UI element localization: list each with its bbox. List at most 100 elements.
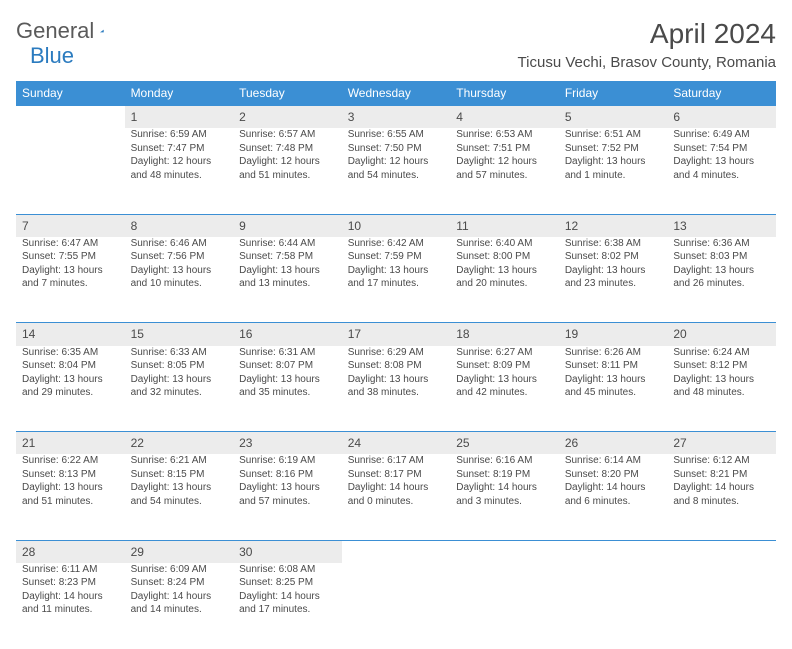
sunrise-text: Sunrise: 6:55 AM [348, 128, 445, 142]
day-number-cell: 28 [16, 540, 125, 563]
daylight-text: Daylight: 12 hours and 51 minutes. [239, 155, 336, 182]
sunset-text: Sunset: 8:08 PM [348, 359, 445, 373]
sunset-text: Sunset: 8:05 PM [131, 359, 228, 373]
sunrise-text: Sunrise: 6:46 AM [131, 237, 228, 251]
sunset-text: Sunset: 8:17 PM [348, 468, 445, 482]
sunrise-text: Sunrise: 6:17 AM [348, 454, 445, 468]
day-info-row: Sunrise: 6:47 AMSunset: 7:55 PMDaylight:… [16, 237, 776, 323]
sunset-text: Sunset: 8:11 PM [565, 359, 662, 373]
sunset-text: Sunset: 7:59 PM [348, 250, 445, 264]
day-number-cell [342, 540, 451, 563]
daylight-text: Daylight: 13 hours and 42 minutes. [456, 373, 553, 400]
daylight-text: Daylight: 13 hours and 57 minutes. [239, 481, 336, 508]
sunrise-text: Sunrise: 6:22 AM [22, 454, 119, 468]
daylight-text: Daylight: 13 hours and 38 minutes. [348, 373, 445, 400]
daylight-text: Daylight: 13 hours and 23 minutes. [565, 264, 662, 291]
day-number-row: 78910111213 [16, 214, 776, 237]
sunset-text: Sunset: 8:02 PM [565, 250, 662, 264]
sunrise-text: Sunrise: 6:11 AM [22, 563, 119, 577]
day-info-cell: Sunrise: 6:57 AMSunset: 7:48 PMDaylight:… [233, 128, 342, 214]
weekday-header: Sunday [16, 81, 125, 106]
day-info-cell: Sunrise: 6:53 AMSunset: 7:51 PMDaylight:… [450, 128, 559, 214]
sunrise-text: Sunrise: 6:36 AM [673, 237, 770, 251]
sunrise-text: Sunrise: 6:57 AM [239, 128, 336, 142]
day-number-cell: 24 [342, 432, 451, 455]
sunset-text: Sunset: 8:13 PM [22, 468, 119, 482]
day-info-cell [16, 128, 125, 214]
day-number-cell: 8 [125, 214, 234, 237]
day-info-cell: Sunrise: 6:22 AMSunset: 8:13 PMDaylight:… [16, 454, 125, 540]
day-number-cell: 20 [667, 323, 776, 346]
day-number-cell: 12 [559, 214, 668, 237]
sunrise-text: Sunrise: 6:51 AM [565, 128, 662, 142]
day-info-cell: Sunrise: 6:09 AMSunset: 8:24 PMDaylight:… [125, 563, 234, 649]
day-number-cell: 3 [342, 106, 451, 129]
day-number-row: 123456 [16, 106, 776, 129]
day-number-cell: 4 [450, 106, 559, 129]
sunrise-text: Sunrise: 6:19 AM [239, 454, 336, 468]
day-info-cell: Sunrise: 6:21 AMSunset: 8:15 PMDaylight:… [125, 454, 234, 540]
daylight-text: Daylight: 14 hours and 17 minutes. [239, 590, 336, 617]
day-info-row: Sunrise: 6:22 AMSunset: 8:13 PM Daylight:… [16, 454, 776, 540]
weekday-header: Tuesday [233, 81, 342, 106]
sunrise-text: Sunrise: 6:38 AM [565, 237, 662, 251]
day-number-cell: 17 [342, 323, 451, 346]
sunset-text: Sunset: 7:50 PM [348, 142, 445, 156]
day-number-row: 21222324252627 [16, 432, 776, 455]
calendar-body: 123456Sunrise: 6:59 AMSunset: 7:47 PMDay… [16, 106, 776, 649]
sunrise-text: Sunrise: 6:14 AM [565, 454, 662, 468]
sunrise-text: Sunrise: 6:40 AM [456, 237, 553, 251]
day-number-cell: 27 [667, 432, 776, 455]
sunset-text: Sunset: 8:21 PM [673, 468, 770, 482]
sunset-text: Sunset: 8:24 PM [131, 576, 228, 590]
header: General April 2024 Ticusu Vechi, Brasov … [16, 18, 776, 71]
day-info-cell: Sunrise: 6:17 AMSunset: 8:17 PMDaylight:… [342, 454, 451, 540]
day-number-cell: 26 [559, 432, 668, 455]
sunset-text: Sunset: 8:25 PM [239, 576, 336, 590]
daylight-text: Daylight: 13 hours and 48 minutes. [673, 373, 770, 400]
logo-text-2: Blue [30, 43, 74, 69]
sunrise-text: Sunrise: 6:29 AM [348, 346, 445, 360]
sunset-text: Sunset: 8:07 PM [239, 359, 336, 373]
day-info-cell: Sunrise: 6:55 AMSunset: 7:50 PMDaylight:… [342, 128, 451, 214]
daylight-text: Daylight: 14 hours and 0 minutes. [348, 481, 445, 508]
day-number-cell: 25 [450, 432, 559, 455]
day-info-row: Sunrise: 6:59 AMSunset: 7:47 PMDaylight:… [16, 128, 776, 214]
daylight-text: Daylight: 13 hours and 1 minute. [565, 155, 662, 182]
sunset-text: Sunset: 8:23 PM [22, 576, 119, 590]
daylight-text: Daylight: 13 hours and 13 minutes. [239, 264, 336, 291]
daylight-text: Daylight: 14 hours and 14 minutes. [131, 590, 228, 617]
sunrise-text: Sunrise: 6:16 AM [456, 454, 553, 468]
day-info-cell [559, 563, 668, 649]
weekday-header: Saturday [667, 81, 776, 106]
day-number-cell: 21 [16, 432, 125, 455]
day-number-cell [16, 106, 125, 129]
weekday-header-row: Sunday Monday Tuesday Wednesday Thursday… [16, 81, 776, 106]
day-number-cell: 11 [450, 214, 559, 237]
sunset-text: Sunset: 8:19 PM [456, 468, 553, 482]
sunrise-text: Sunrise: 6:53 AM [456, 128, 553, 142]
daylight-text: Daylight: 13 hours and 45 minutes. [565, 373, 662, 400]
daylight-text: Daylight: 14 hours and 6 minutes. [565, 481, 662, 508]
sunrise-text: Sunrise: 6:24 AM [673, 346, 770, 360]
sunset-text: Sunset: 7:56 PM [131, 250, 228, 264]
day-info-cell: Sunrise: 6:26 AMSunset: 8:11 PMDaylight:… [559, 346, 668, 432]
daylight-text: Daylight: 14 hours and 3 minutes. [456, 481, 553, 508]
sunset-text: Sunset: 7:51 PM [456, 142, 553, 156]
day-number-row: 14151617181920 [16, 323, 776, 346]
day-info-cell: Sunrise: 6:16 AMSunset: 8:19 PMDaylight:… [450, 454, 559, 540]
day-number-cell: 22 [125, 432, 234, 455]
day-number-cell: 2 [233, 106, 342, 129]
sunset-text: Sunset: 7:58 PM [239, 250, 336, 264]
weekday-header: Monday [125, 81, 234, 106]
sunrise-text: Sunrise: 6:21 AM [131, 454, 228, 468]
day-number-cell: 5 [559, 106, 668, 129]
location: Ticusu Vechi, Brasov County, Romania [518, 54, 776, 71]
day-number-row: 282930 [16, 540, 776, 563]
daylight-text: Daylight: 13 hours and 10 minutes. [131, 264, 228, 291]
day-number-cell: 19 [559, 323, 668, 346]
daylight-text: Daylight: 13 hours and 54 minutes. [131, 481, 228, 508]
daylight-text: Daylight: 13 hours and 26 minutes. [673, 264, 770, 291]
sunrise-text: Sunrise: 6:42 AM [348, 237, 445, 251]
sunrise-text: Sunrise: 6:44 AM [239, 237, 336, 251]
